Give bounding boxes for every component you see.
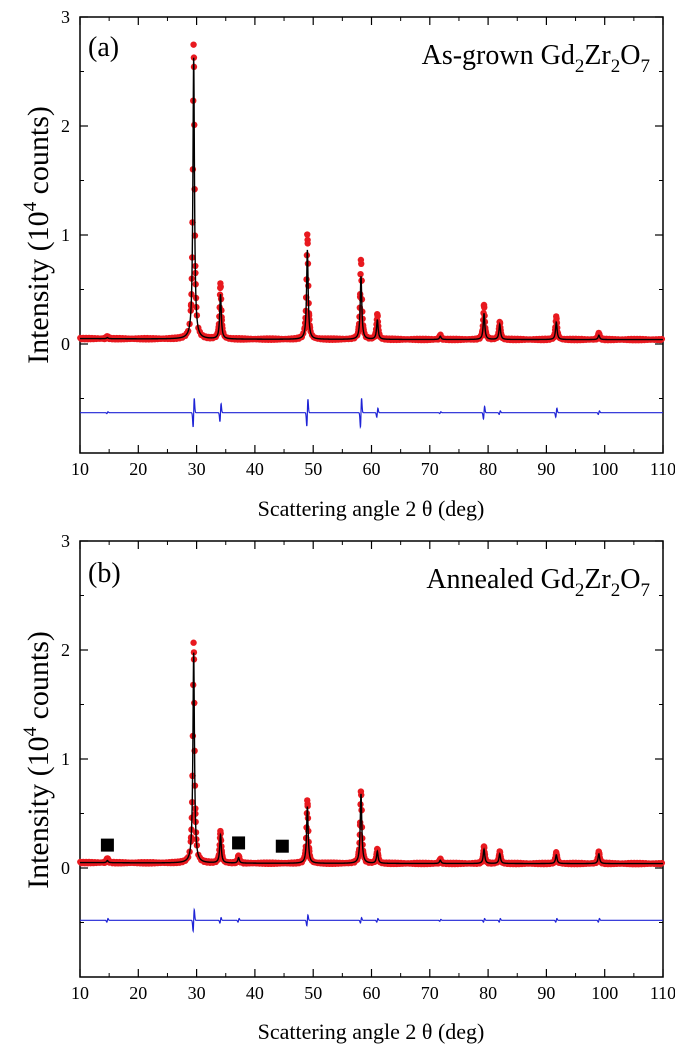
x-tick-label: 90 — [537, 983, 555, 1003]
impurity-marker — [100, 838, 114, 852]
x-tick-labels: 10 20 30 40 50 60 70 80 90 100 110 — [71, 983, 675, 1003]
y-tick-label: 1 — [61, 749, 70, 769]
y-axis-title: Intensity (104 counts) — [20, 631, 55, 889]
x-tick-label: 100 — [591, 459, 618, 479]
observed-point — [217, 830, 224, 837]
plot-frame — [79, 540, 664, 978]
y-tick-label: 2 — [61, 640, 70, 660]
x-tick-label: 70 — [421, 983, 439, 1003]
data-layer — [77, 639, 666, 934]
ticks — [79, 540, 664, 977]
x-tick-label: 40 — [246, 983, 264, 1003]
observed-point — [304, 802, 311, 810]
observed-point — [190, 54, 198, 61]
panel-a: 10 20 30 40 50 60 70 80 90 100 110 0 1 2 3 (a) As-gro… — [20, 7, 675, 521]
observed-point — [190, 639, 197, 646]
observed-point — [190, 41, 197, 48]
difference-line — [80, 907, 663, 934]
x-tick-label: 80 — [479, 983, 497, 1003]
impurity-marker — [232, 836, 246, 850]
y-tick-label: 3 — [61, 531, 70, 551]
calculated-line — [80, 652, 663, 865]
y-tick-label: 1 — [61, 225, 70, 245]
x-tick-label: 110 — [650, 459, 675, 479]
x-tick-label: 30 — [188, 983, 206, 1003]
x-axis-title: Scattering angle 2 θ (deg) — [258, 496, 485, 521]
x-tick-label: 60 — [363, 983, 381, 1003]
difference-line — [80, 398, 663, 430]
ticks — [79, 16, 664, 453]
panel-label: (a) — [88, 32, 119, 63]
panel-b: 10 20 30 40 50 60 70 80 90 100 110 0 1 2 3 (b) Anneal… — [20, 531, 675, 1044]
observed-series — [77, 41, 666, 344]
calculated-line — [80, 57, 663, 341]
x-tick-label: 60 — [363, 459, 381, 479]
observed-point — [358, 260, 365, 267]
x-axis-title: Scattering angle 2 θ (deg) — [258, 1019, 485, 1044]
x-tick-label: 50 — [304, 983, 322, 1003]
x-tick-label: 20 — [129, 459, 147, 479]
y-tick-label: 0 — [61, 334, 70, 354]
observed-point — [357, 270, 364, 278]
x-tick-label: 10 — [71, 983, 89, 1003]
impurity-marker — [275, 839, 289, 853]
data-layer — [77, 41, 666, 430]
x-tick-label: 110 — [650, 983, 675, 1003]
observed-point — [190, 649, 198, 656]
observed-point — [304, 231, 311, 238]
y-axis-title: Intensity (104 counts) — [20, 106, 55, 364]
observed-point — [304, 240, 311, 247]
observed-point — [217, 283, 224, 290]
sample-label: Annealed Gd2Zr2O7 — [426, 564, 650, 601]
observed-series — [77, 639, 666, 868]
observed-point — [374, 313, 381, 320]
x-tick-label: 20 — [129, 983, 147, 1003]
y-tick-labels: 0 1 2 3 — [61, 7, 70, 354]
x-tick-label: 50 — [304, 459, 322, 479]
plot-frame — [79, 16, 664, 454]
observed-point — [481, 304, 488, 311]
x-tick-label: 30 — [188, 459, 206, 479]
y-tick-label: 2 — [61, 116, 70, 136]
y-tick-label: 0 — [61, 858, 70, 878]
x-tick-label: 40 — [246, 459, 264, 479]
y-tick-labels: 0 1 2 3 — [61, 531, 70, 878]
x-tick-label: 90 — [537, 459, 555, 479]
y-tick-label: 3 — [61, 7, 70, 27]
x-tick-label: 70 — [421, 459, 439, 479]
x-tick-labels: 10 20 30 40 50 60 70 80 90 100 110 — [71, 459, 675, 479]
panel-label: (b) — [88, 558, 121, 589]
x-tick-label: 10 — [71, 459, 89, 479]
sample-label: As-grown Gd2Zr2O7 — [422, 40, 650, 77]
x-tick-label: 100 — [591, 983, 618, 1003]
x-tick-label: 80 — [479, 459, 497, 479]
